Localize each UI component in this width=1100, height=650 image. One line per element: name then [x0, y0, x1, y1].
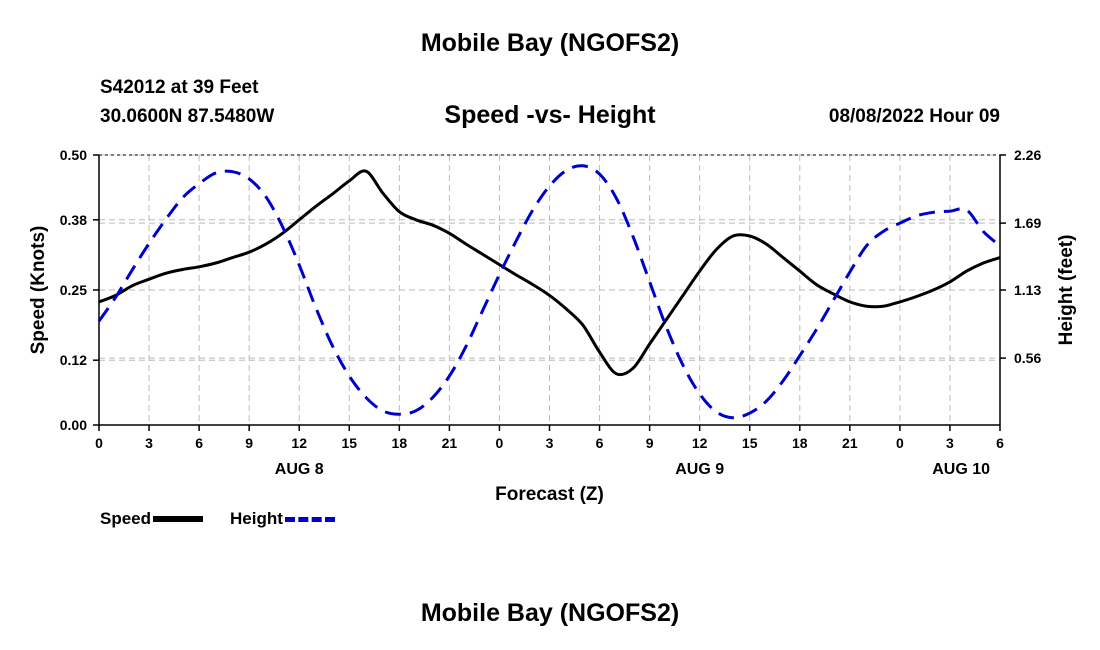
- legend-height-swatch: [284, 516, 335, 522]
- x-tick-label: 12: [692, 435, 708, 451]
- x-tick-label: 18: [392, 435, 408, 451]
- x-tick-label: 3: [145, 435, 153, 451]
- y-tick-label: 0.50: [60, 147, 87, 163]
- y-tick-label: 0.38: [60, 212, 87, 228]
- x-tick-label: 12: [291, 435, 307, 451]
- legend-speed-label: Speed: [100, 509, 152, 528]
- forecast-datetime: 08/08/2022 Hour 09: [828, 106, 1000, 127]
- series-line-height: [97, 164, 1001, 420]
- date-label: AUG 9: [675, 461, 724, 478]
- x-tick-label: 9: [245, 435, 253, 451]
- y-tick-label: 0.12: [60, 352, 87, 368]
- x-tick-label: 3: [546, 435, 554, 451]
- y-axis-title: Speed (Knots): [28, 226, 49, 355]
- chart-subtitle: Speed -vs- Height: [444, 101, 656, 129]
- y2-tick-label: 1.69: [1014, 215, 1041, 231]
- x-tick-label: 6: [195, 435, 203, 451]
- footer-title: Mobile Bay (NGOFS2): [420, 599, 680, 627]
- legend-height-label: Height: [230, 509, 283, 528]
- x-tick-label: 15: [341, 435, 357, 451]
- y2-tick-label: 2.26: [1014, 147, 1041, 163]
- y2-tick-label: 0.56: [1014, 350, 1041, 366]
- x-tick-label: 0: [896, 435, 904, 451]
- station-coords: 30.0600N 87.5480W: [100, 106, 275, 127]
- date-label: AUG 10: [932, 461, 990, 478]
- x-tick-label: 0: [496, 435, 504, 451]
- y-tick-label: 0.25: [60, 282, 87, 298]
- x-tick-label: 6: [996, 435, 1004, 451]
- x-tick-label: 21: [442, 435, 458, 451]
- y-tick-label: 0.00: [60, 417, 87, 433]
- y2-axis-title: Height (feet): [1056, 235, 1077, 346]
- series-line-speed: [98, 169, 1001, 377]
- date-label: AUG 8: [275, 461, 324, 478]
- x-tick-label: 15: [742, 435, 758, 451]
- legend-speed-swatch: [153, 516, 204, 522]
- x-tick-label: 0: [95, 435, 103, 451]
- x-axis-title: Forecast (Z): [495, 484, 604, 505]
- x-tick-label: 3: [946, 435, 954, 451]
- x-tick-label: 9: [646, 435, 654, 451]
- station-id: S42012 at 39 Feet: [100, 77, 259, 98]
- legend-speed: Speed: [100, 509, 204, 529]
- x-tick-label: 18: [792, 435, 808, 451]
- x-tick-label: 21: [842, 435, 858, 451]
- x-tick-label: 6: [596, 435, 604, 451]
- legend-height: Height: [230, 509, 335, 529]
- y2-tick-label: 1.13: [1014, 282, 1041, 298]
- main-title: Mobile Bay (NGOFS2): [420, 29, 680, 57]
